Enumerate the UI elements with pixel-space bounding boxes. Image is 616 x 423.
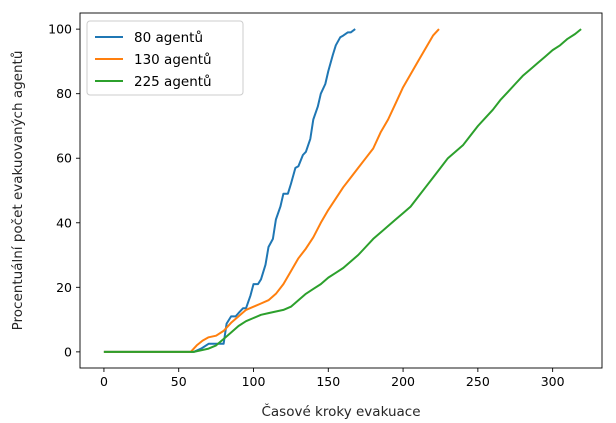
plot-frame <box>79 12 603 369</box>
x-axis-ticks: 0 50 100 150 200 250 300 <box>100 368 565 389</box>
legend-label: 130 agentů <box>134 52 212 68</box>
x-axis-label: Časové kroky evakuace <box>261 402 420 420</box>
legend-box <box>86 20 244 96</box>
legend-label: 225 agentů <box>134 74 212 90</box>
x-tick-label: 200 <box>391 374 415 389</box>
x-tick-label: 100 <box>242 374 266 389</box>
legend: 80 agentů 130 agentů 225 agentů <box>86 20 244 96</box>
x-tick-label: 150 <box>316 374 340 389</box>
y-tick-label: 80 <box>56 86 72 101</box>
y-axis-label: Procentuální počet evakuovaných agentů <box>10 51 26 331</box>
y-axis-ticks: 0 20 40 60 80 100 <box>48 22 80 359</box>
x-tick-label: 50 <box>171 374 187 389</box>
y-tick-label: 40 <box>56 215 72 230</box>
x-tick-label: 250 <box>466 374 490 389</box>
plot-background <box>79 12 603 369</box>
x-tick-label: 300 <box>541 374 565 389</box>
y-tick-label: 0 <box>64 344 72 359</box>
x-tick-label: 0 <box>100 374 108 389</box>
series-group <box>103 28 582 353</box>
y-tick-label: 100 <box>48 22 72 37</box>
series-line-2 <box>103 28 440 353</box>
series-line-3 <box>103 28 582 353</box>
y-tick-label: 60 <box>56 151 72 166</box>
series-line-1 <box>103 28 356 353</box>
y-tick-label: 20 <box>56 280 72 295</box>
legend-label: 80 agentů <box>134 30 203 46</box>
